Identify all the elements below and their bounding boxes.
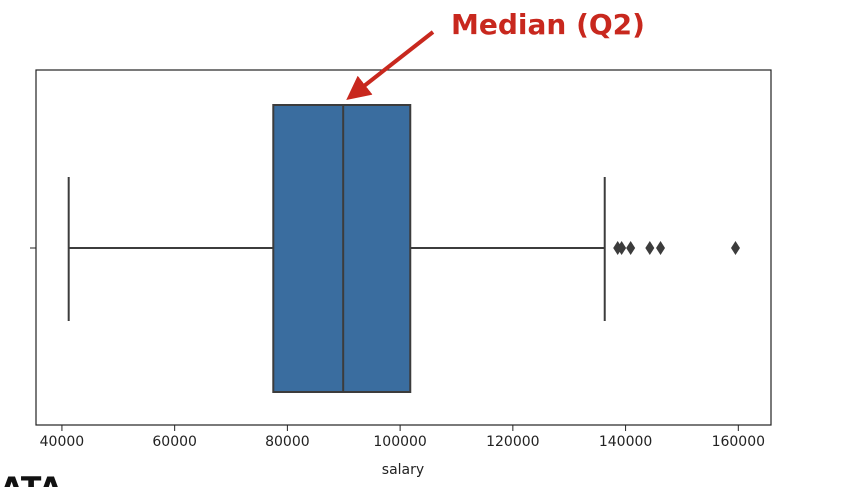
x-tick-label: 140000 bbox=[599, 434, 652, 450]
box bbox=[272, 104, 412, 393]
annotation-arrow bbox=[346, 30, 435, 100]
x-axis-label: salary bbox=[382, 462, 424, 478]
outlier bbox=[730, 241, 740, 255]
outlier bbox=[656, 241, 666, 255]
x-tick-label: 120000 bbox=[486, 434, 539, 450]
x-tick-label: 160000 bbox=[712, 434, 765, 450]
outlier bbox=[626, 241, 636, 255]
x-tick-label: 60000 bbox=[152, 434, 197, 450]
corner-logo: ATA bbox=[0, 472, 63, 487]
annotation: Median (Q2) bbox=[451, 8, 645, 41]
x-tick-label: 40000 bbox=[40, 434, 85, 450]
x-tick-label: 80000 bbox=[265, 434, 310, 450]
outlier bbox=[645, 241, 655, 255]
outlier bbox=[617, 241, 627, 255]
x-tick-label: 100000 bbox=[373, 434, 426, 450]
